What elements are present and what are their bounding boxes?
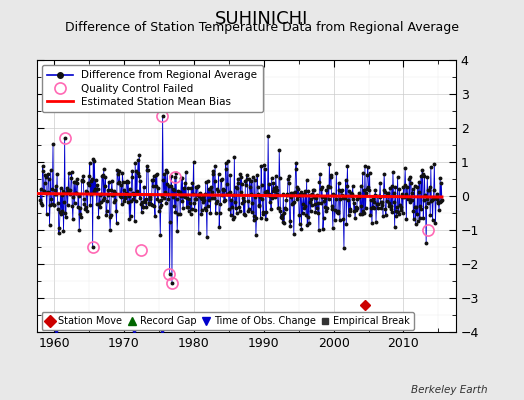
Text: Difference of Station Temperature Data from Regional Average: Difference of Station Temperature Data f… — [65, 21, 459, 34]
Text: SUHINICHI: SUHINICHI — [215, 10, 309, 28]
Legend: Station Move, Record Gap, Time of Obs. Change, Empirical Break: Station Move, Record Gap, Time of Obs. C… — [41, 312, 414, 330]
Text: Berkeley Earth: Berkeley Earth — [411, 385, 487, 395]
